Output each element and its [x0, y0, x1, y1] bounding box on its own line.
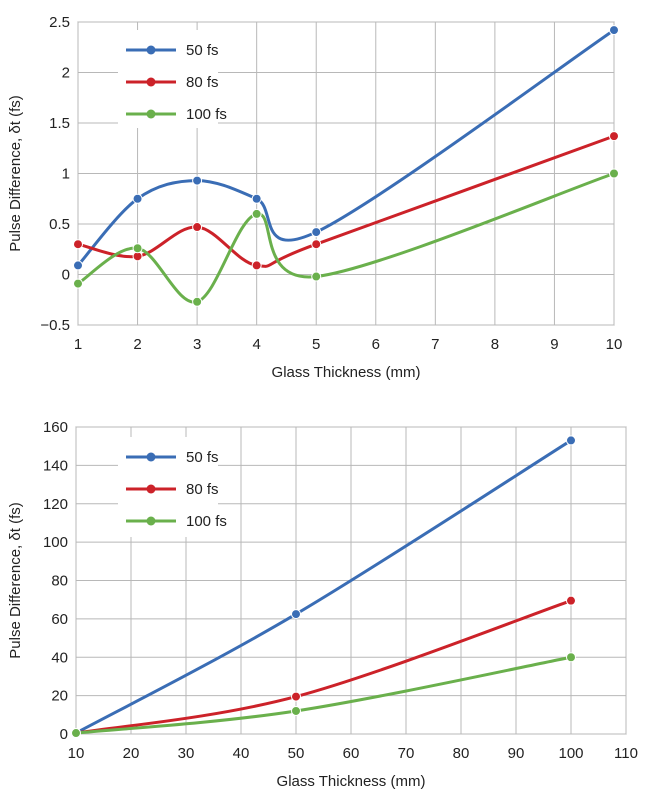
data-point	[609, 168, 619, 179]
x-tick-label: 90	[508, 745, 525, 762]
data-point	[192, 222, 203, 233]
data-point	[566, 435, 576, 446]
legend-label: 80 fs	[186, 74, 219, 91]
chart-bottom: 10 20 30 40 50 60 70 80 90 100 110 0 20 40 60 80 100 120 1…	[0, 410, 650, 800]
x-tick-label: 4	[252, 336, 260, 353]
x-tick-label: 70	[398, 745, 415, 762]
y-tick-label: 60	[51, 611, 68, 628]
series-line-50-fs	[74, 438, 573, 735]
chart-top: 1 2 3 4 5 6 7 8 9 10 −0.5 0 0.5 1 1.5 2 2.5 Glass Thickne…	[0, 0, 650, 395]
data-point	[73, 239, 83, 250]
legend-marker	[146, 109, 156, 119]
data-point	[291, 705, 301, 716]
x-tick-label: 50	[288, 745, 305, 762]
x-tick-label: 30	[178, 745, 195, 762]
x-tick-label: 100	[558, 745, 583, 762]
chart-bottom-svg: 10 20 30 40 50 60 70 80 90 100 110 0 20 40 60 80 100 120 1…	[7, 419, 638, 790]
y-tick-label: 140	[43, 457, 68, 474]
x-tick-label: 60	[343, 745, 360, 762]
legend-marker	[146, 516, 156, 526]
x-tick-label: 40	[233, 745, 250, 762]
legend-marker	[146, 452, 156, 462]
y-tick-label: 160	[43, 419, 68, 436]
data-point	[566, 652, 576, 663]
x-tick-label: 2	[133, 336, 141, 353]
legend-label: 100 fs	[186, 106, 227, 123]
y-axis-title: Pulse Difference, δt (fs)	[7, 95, 24, 251]
y-tick-label: −0.5	[40, 317, 70, 334]
chart-top-svg: 1 2 3 4 5 6 7 8 9 10 −0.5 0 0.5 1 1.5 2 2.5 Glass Thickne…	[7, 14, 623, 381]
data-point	[132, 193, 143, 204]
data-point	[291, 609, 301, 620]
data-point	[251, 193, 262, 204]
data-point	[192, 296, 203, 307]
x-tick-label: 10	[606, 336, 623, 353]
x-tick-label: 20	[123, 745, 140, 762]
x-tick-label: 1	[74, 336, 82, 353]
data-point	[311, 271, 322, 282]
legend-label: 50 fs	[186, 449, 219, 466]
x-tick-label: 9	[550, 336, 558, 353]
y-tick-label: 100	[43, 534, 68, 551]
legend-label: 100 fs	[186, 513, 227, 530]
x-tick-label: 80	[453, 745, 470, 762]
x-tick-label: 10	[68, 745, 85, 762]
y-tick-label: 80	[51, 573, 68, 590]
data-point	[291, 691, 301, 702]
y-tick-label: 40	[51, 649, 68, 666]
data-point	[71, 728, 81, 739]
legend-marker	[146, 45, 156, 55]
data-point	[609, 25, 619, 36]
series-line-80-fs	[74, 599, 573, 735]
data-point	[609, 131, 619, 142]
x-tick-label: 6	[372, 336, 380, 353]
x-tick-label: 7	[431, 336, 439, 353]
legend-label: 80 fs	[186, 481, 219, 498]
legend	[118, 30, 218, 128]
data-point	[311, 227, 322, 238]
data-point	[132, 243, 143, 254]
y-tick-label: 2	[62, 65, 70, 82]
data-point	[311, 239, 322, 250]
x-axis-title: Glass Thickness (mm)	[272, 364, 421, 381]
data-point	[73, 260, 83, 271]
data-point	[251, 208, 262, 219]
x-tick-label: 3	[193, 336, 201, 353]
y-tick-label: 0.5	[49, 216, 70, 233]
data-point	[251, 260, 262, 271]
y-tick-label: 120	[43, 496, 68, 513]
y-tick-label: 0	[62, 267, 70, 284]
y-tick-label: 0	[60, 726, 68, 743]
y-tick-label: 1.5	[49, 115, 70, 132]
x-tick-label: 8	[491, 336, 499, 353]
y-tick-label: 1	[62, 166, 70, 183]
legend-label: 50 fs	[186, 42, 219, 59]
x-tick-label: 110	[614, 745, 638, 762]
x-axis-title: Glass Thickness (mm)	[277, 773, 426, 790]
y-tick-label: 2.5	[49, 14, 70, 31]
y-axis-title: Pulse Difference, δt (fs)	[7, 502, 24, 658]
x-tick-label: 5	[312, 336, 320, 353]
data-point	[73, 278, 83, 289]
data-point	[566, 595, 576, 606]
legend-marker	[146, 77, 156, 87]
y-tick-label: 20	[51, 688, 68, 705]
data-point	[192, 175, 203, 186]
legend-marker	[146, 484, 156, 494]
